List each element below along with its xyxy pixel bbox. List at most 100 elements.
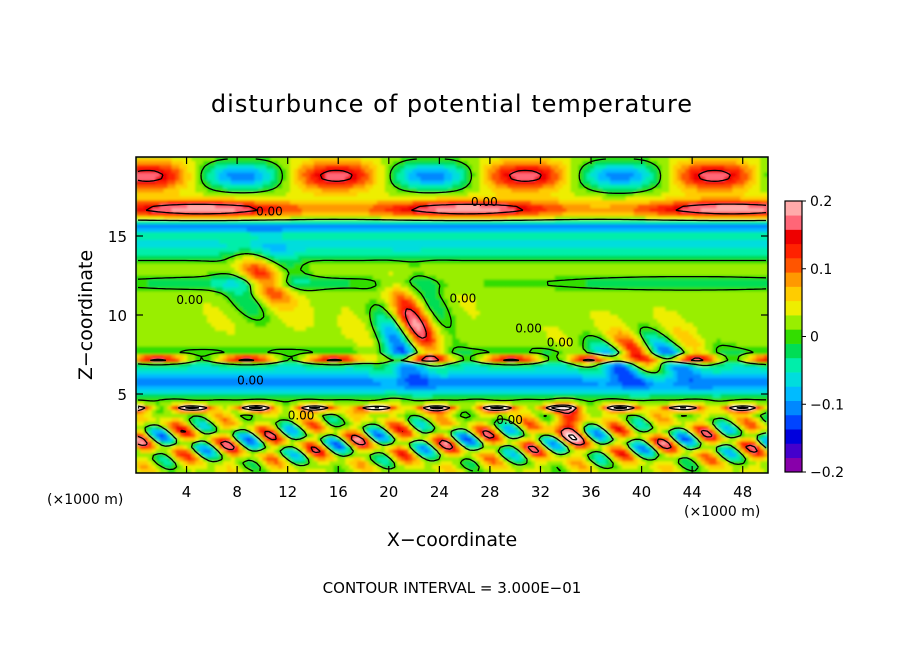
heatmap-cell <box>637 164 643 170</box>
heatmap-cell <box>396 216 402 221</box>
heatmap-cell <box>230 204 236 209</box>
heatmap-cell <box>290 204 295 209</box>
heatmap-cell <box>337 208 342 213</box>
heatmap-cell <box>511 160 516 166</box>
heatmap-cell <box>756 212 761 217</box>
heatmap-cell <box>475 157 481 162</box>
heatmap-cell <box>282 275 287 281</box>
heatmap-cell <box>167 184 173 190</box>
heatmap-cell <box>136 239 141 245</box>
heatmap-cell <box>752 208 757 213</box>
heatmap-cell <box>211 251 216 257</box>
heatmap-cell <box>238 168 244 174</box>
heatmap-cell <box>313 212 319 217</box>
heatmap-cell <box>274 275 279 281</box>
heatmap-cell <box>515 271 520 277</box>
heatmap-cell <box>139 172 145 178</box>
heatmap-cell <box>606 164 611 170</box>
heatmap-cell <box>325 220 331 225</box>
heatmap-cell <box>495 263 500 269</box>
heatmap-cell <box>471 192 477 198</box>
heatmap-cell <box>475 271 481 277</box>
heatmap-cell <box>404 196 410 202</box>
heatmap-cell <box>728 216 734 221</box>
heatmap-cell <box>187 259 192 265</box>
heatmap-cell <box>538 263 544 269</box>
heatmap-cell <box>278 236 283 241</box>
heatmap-cell <box>629 232 635 237</box>
heatmap-cell <box>388 204 394 209</box>
heatmap-cell <box>380 157 386 162</box>
heatmap-cell <box>341 247 346 253</box>
heatmap-cell <box>582 275 587 281</box>
heatmap-cell <box>653 224 658 229</box>
heatmap-cell <box>400 228 406 233</box>
heatmap-cell <box>376 247 382 253</box>
heatmap-cell <box>641 236 647 241</box>
heatmap-cell <box>629 157 635 162</box>
heatmap-cell <box>250 176 256 182</box>
heatmap-cell <box>432 180 437 186</box>
heatmap-cell <box>136 196 141 202</box>
heatmap-cell <box>317 208 323 213</box>
heatmap-cell <box>373 239 378 245</box>
heatmap-cell <box>376 192 382 198</box>
heatmap-cell <box>661 228 666 233</box>
heatmap-cell <box>404 200 410 205</box>
heatmap-cell <box>677 160 682 166</box>
heatmap-cell <box>159 232 165 237</box>
heatmap-cell <box>554 228 560 233</box>
heatmap-cell <box>689 243 694 249</box>
heatmap-cell <box>499 180 504 186</box>
heatmap-cell <box>669 247 674 253</box>
heatmap-cell <box>669 271 674 277</box>
heatmap-cell <box>570 247 576 253</box>
heatmap-cell <box>440 259 445 265</box>
heatmap-cell <box>760 267 765 273</box>
heatmap-cell <box>309 236 315 241</box>
heatmap-cell <box>724 232 730 237</box>
heatmap-cell <box>665 251 670 257</box>
heatmap-cell <box>436 157 441 162</box>
heatmap-cell <box>515 160 520 166</box>
heatmap-cell <box>238 212 244 217</box>
heatmap-cell <box>752 243 757 249</box>
heatmap-cell <box>550 164 556 170</box>
heatmap-cell <box>598 208 603 213</box>
heatmap-cell <box>369 239 374 245</box>
heatmap-cell <box>467 220 473 225</box>
heatmap-cell <box>203 232 208 237</box>
heatmap-cell <box>448 200 453 205</box>
heatmap-cell <box>716 236 722 241</box>
heatmap-cell <box>602 267 607 273</box>
heatmap-cell <box>258 160 263 166</box>
heatmap-cell <box>744 263 749 269</box>
heatmap-cell <box>333 188 339 194</box>
heatmap-cell <box>218 275 224 281</box>
heatmap-cell <box>416 220 421 225</box>
heatmap-cell <box>305 212 311 217</box>
heatmap-cell <box>432 212 437 217</box>
heatmap-cell <box>677 220 682 225</box>
heatmap-cell <box>396 232 402 237</box>
heatmap-cell <box>242 172 248 178</box>
heatmap-cell <box>222 184 228 190</box>
heatmap-cell <box>471 251 477 257</box>
heatmap-cell <box>226 224 232 229</box>
heatmap-cell <box>179 247 184 253</box>
heatmap-cell <box>483 243 489 249</box>
heatmap-cell <box>294 259 299 265</box>
heatmap-cell <box>258 216 263 221</box>
heatmap-cell <box>191 184 196 190</box>
heatmap-cell <box>760 208 765 213</box>
heatmap-cell <box>598 263 603 269</box>
heatmap-cell <box>692 263 698 269</box>
heatmap-cell <box>487 196 493 202</box>
heatmap-cell <box>503 208 508 213</box>
heatmap-cell <box>463 160 469 166</box>
heatmap-cell <box>519 239 524 245</box>
heatmap-cell <box>708 247 714 253</box>
heatmap-cell <box>613 176 619 182</box>
heatmap-cell <box>621 267 627 273</box>
heatmap-cell <box>558 208 564 213</box>
